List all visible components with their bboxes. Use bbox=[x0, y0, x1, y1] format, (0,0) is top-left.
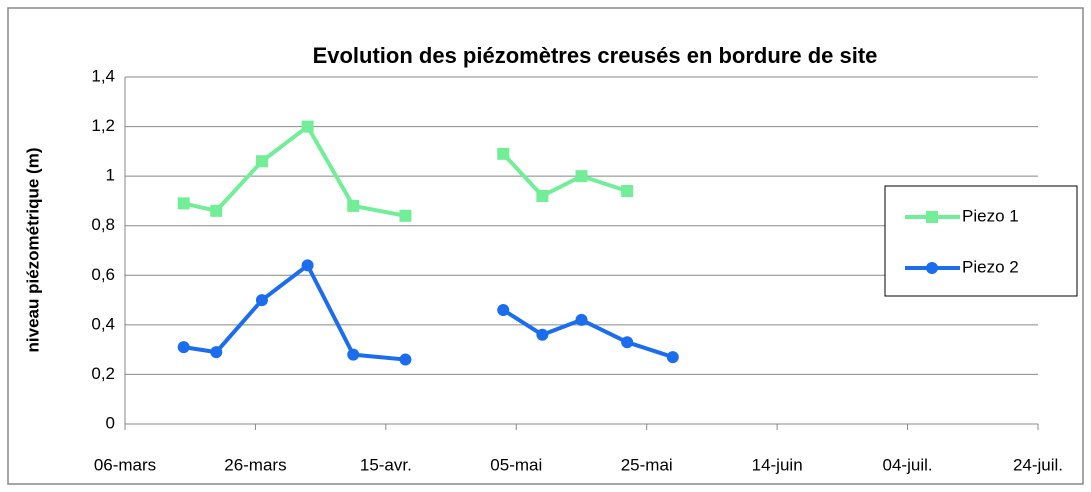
data-point bbox=[177, 341, 190, 354]
data-point bbox=[301, 259, 314, 272]
y-tick-label: 1,4 bbox=[91, 66, 115, 85]
y-tick-label: 0 bbox=[106, 413, 115, 432]
data-point bbox=[621, 185, 634, 198]
data-point bbox=[399, 209, 412, 222]
x-tick-label: 14-juin bbox=[752, 455, 803, 474]
x-tick-label: 05-mai bbox=[490, 455, 542, 474]
y-tick-label: 1,2 bbox=[91, 116, 115, 135]
data-point bbox=[255, 155, 268, 168]
data-point bbox=[399, 353, 412, 366]
x-tick-label: 24-juil. bbox=[1013, 455, 1063, 474]
data-point bbox=[666, 351, 679, 364]
y-tick-label: 0,6 bbox=[91, 265, 115, 284]
x-tick-label: 04-juil. bbox=[883, 455, 933, 474]
data-point bbox=[497, 147, 510, 160]
data-point bbox=[210, 204, 223, 217]
legend-marker bbox=[926, 262, 938, 274]
data-point bbox=[621, 336, 634, 349]
data-point bbox=[301, 120, 314, 133]
data-point bbox=[347, 348, 360, 361]
data-point bbox=[575, 313, 588, 326]
data-point bbox=[536, 328, 549, 341]
legend-label: Piezo 2 bbox=[962, 257, 1019, 276]
data-point bbox=[177, 197, 190, 210]
chart-title: Evolution des piézomètres creusés en bor… bbox=[313, 43, 878, 68]
y-tick-label: 1 bbox=[106, 166, 115, 185]
data-point bbox=[497, 303, 510, 316]
x-tick-label: 25-mai bbox=[621, 455, 673, 474]
legend-label: Piezo 1 bbox=[962, 206, 1019, 225]
x-tick-label: 26-mars bbox=[224, 455, 286, 474]
data-point bbox=[347, 199, 360, 212]
y-tick-label: 0,8 bbox=[91, 215, 115, 234]
data-point bbox=[575, 170, 588, 183]
x-tick-label: 15-avr. bbox=[360, 455, 412, 474]
legend-marker bbox=[926, 211, 938, 223]
x-tick-label: 06-mars bbox=[94, 455, 156, 474]
data-point bbox=[536, 189, 549, 202]
y-tick-label: 0,4 bbox=[91, 314, 115, 333]
legend-box bbox=[884, 185, 1078, 297]
data-point bbox=[210, 346, 223, 359]
y-tick-label: 0,2 bbox=[91, 364, 115, 383]
data-point bbox=[255, 294, 268, 307]
y-axis-label: niveau piézométrique (m) bbox=[23, 148, 42, 353]
